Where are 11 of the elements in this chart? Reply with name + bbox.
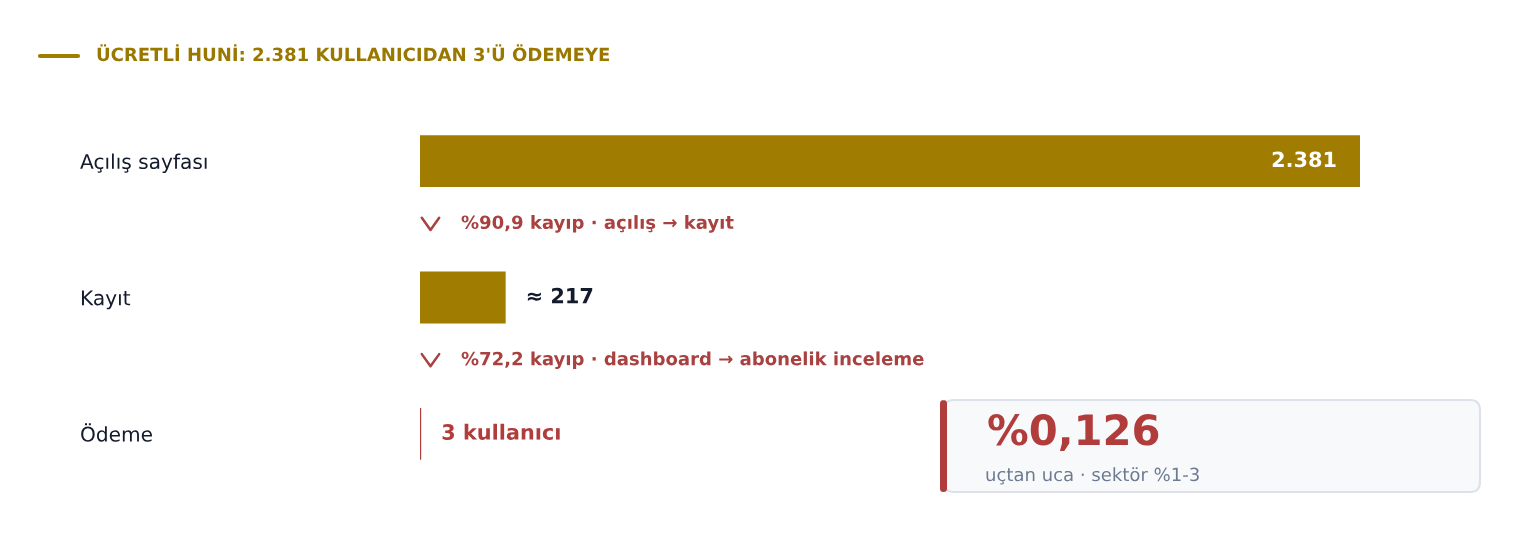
annotation: %72,2 kayıp · dashboard → abonelik inceleme [461,351,924,370]
annotation: %0,126 [988,414,1159,451]
y-tick-label: Açılış sayfası [80,153,207,174]
chart-title: ÜCRETLİ HUNİ: 2.381 KULLANICIDAN 3'Ü ÖDEMEYE [97,44,610,62]
data-label: 3 kullanıcı [442,423,560,440]
data-label: 2.381 [1272,151,1336,168]
annotation: uçtan uca · sektör %1-3 [986,467,1199,485]
annotation: %90,9 kayıp · açılış → kayıt [461,215,734,233]
data-label: ≈ 217 [527,287,593,304]
y-tick-label: Ödeme [81,423,152,442]
y-tick-label: Kayıt [81,290,131,310]
